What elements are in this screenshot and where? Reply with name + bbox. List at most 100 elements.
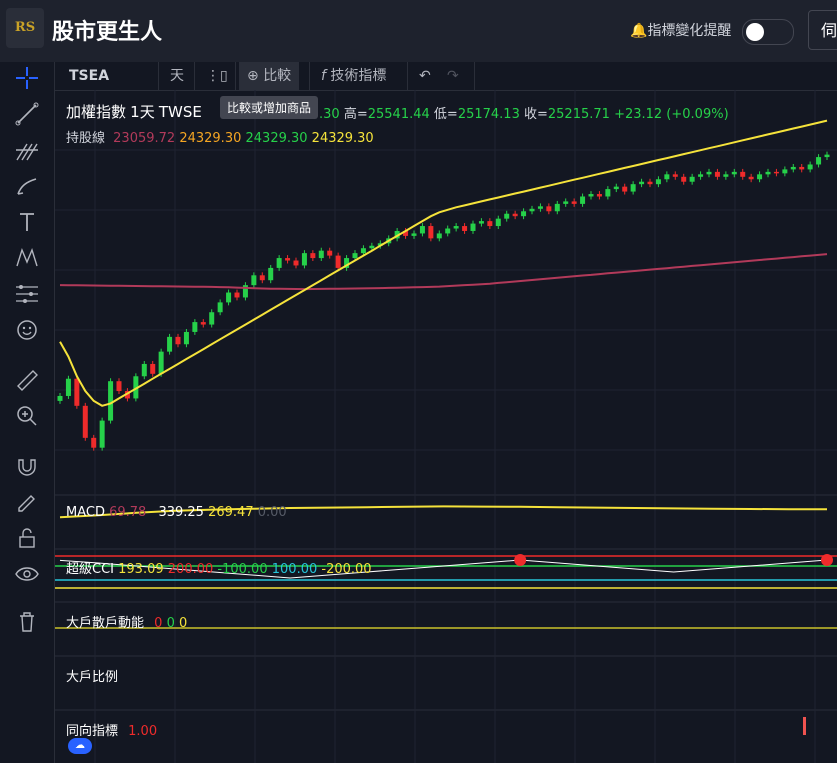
candle-body xyxy=(672,174,678,177)
candle-body xyxy=(259,275,265,281)
forecast-icon[interactable] xyxy=(13,280,41,308)
toolbar-divider xyxy=(407,62,408,90)
pattern-icon[interactable] xyxy=(13,244,41,272)
candle-body xyxy=(251,275,257,286)
candle-body xyxy=(335,255,341,268)
undo-icon[interactable]: ↶ xyxy=(419,68,431,84)
candle-body xyxy=(200,322,206,325)
indicator-alert-label[interactable]: 🔔指標變化提醒 xyxy=(630,23,732,39)
ma-value-2: 24329.30 xyxy=(245,131,308,146)
brush-icon[interactable] xyxy=(13,172,41,200)
same-direction-bar xyxy=(803,717,806,735)
legend-exchange: TWSE xyxy=(158,103,202,121)
cci-signal-dot xyxy=(821,554,833,566)
candle-body xyxy=(580,196,586,204)
candle-body xyxy=(242,285,248,298)
candle-body xyxy=(268,267,274,281)
text-icon[interactable] xyxy=(13,208,41,236)
redo-icon[interactable]: ↷ xyxy=(447,68,459,84)
candle-body xyxy=(664,174,670,180)
corner-button[interactable]: 伺 xyxy=(808,10,837,50)
main-legend: 加權指數 1天 TWSE xyxy=(66,101,202,122)
crosshair-icon[interactable] xyxy=(13,64,41,92)
candle-body xyxy=(799,166,805,170)
dahu-legend: 大戶散戶動能 0 0 0 xyxy=(66,616,188,631)
candle-body xyxy=(807,164,813,170)
indicators-button[interactable]: f 技術指標 xyxy=(321,68,387,84)
drawing-sidebar xyxy=(0,62,55,763)
candle-body xyxy=(167,336,173,352)
same-direction-legend: 同向指標 1.00 xyxy=(66,724,158,739)
candle-body xyxy=(731,171,737,175)
lock-drawing-icon[interactable] xyxy=(13,488,41,516)
candle-body xyxy=(82,405,88,438)
toggle-knob xyxy=(746,23,764,41)
toolbar-divider xyxy=(158,62,159,90)
symbol-name: 加權指數 xyxy=(66,103,127,121)
zoom-in-icon[interactable] xyxy=(13,402,41,430)
symbol-search[interactable]: TSEA xyxy=(69,68,110,84)
magnet-icon[interactable] xyxy=(13,452,41,480)
candle-body xyxy=(765,171,771,175)
candle-body xyxy=(655,179,661,185)
candle-body xyxy=(74,378,80,406)
candle-body xyxy=(301,253,307,266)
candle-body xyxy=(537,206,543,209)
compare-button[interactable]: ⊕ 比較 xyxy=(239,62,300,90)
candle-body xyxy=(150,363,156,374)
candle-body xyxy=(428,226,434,239)
ratio-legend: 大戶比例 xyxy=(66,670,119,685)
eye-icon[interactable] xyxy=(13,560,41,588)
candle-body xyxy=(782,169,788,174)
candle-body xyxy=(344,258,350,268)
candle-body xyxy=(588,194,594,197)
ruler-icon[interactable] xyxy=(13,366,41,394)
candle-body xyxy=(622,186,628,192)
bell-icon: 🔔 xyxy=(630,23,648,39)
candle-body xyxy=(183,331,189,345)
candle-body xyxy=(596,194,602,197)
candle-body xyxy=(310,253,316,259)
cci-signal-dot xyxy=(514,554,527,566)
candle-body xyxy=(276,258,282,268)
compare-tooltip: 比較或增加商品 xyxy=(220,96,319,119)
candle-body xyxy=(57,395,63,401)
ohlc-legend: .30 高=25541.44 低=25174.13 收=25215.71 +23… xyxy=(319,107,729,122)
candle-body xyxy=(352,253,358,259)
cloud-icon[interactable]: ☁ xyxy=(68,738,92,754)
candle-body xyxy=(639,181,645,185)
app-header: RS 股市更生人 🔔指標變化提醒 伺 xyxy=(0,0,837,63)
emoji-icon[interactable] xyxy=(13,316,41,344)
app-logo: RS xyxy=(6,8,44,48)
candle-body xyxy=(462,226,468,231)
candle-body xyxy=(65,378,71,396)
trash-icon[interactable] xyxy=(13,608,41,636)
candle-body xyxy=(403,230,409,236)
candle-body xyxy=(108,381,114,421)
cci-legend: 超級CCI 193.09 200.00 -100.00 100.00 -200.… xyxy=(66,562,372,577)
candle-body xyxy=(394,230,400,239)
lock-icon[interactable] xyxy=(13,524,41,552)
candle-body xyxy=(470,223,476,231)
candle-body xyxy=(436,233,442,239)
candle-body xyxy=(318,250,324,259)
price-chart[interactable] xyxy=(55,90,837,763)
candle-type-icon[interactable]: ⋮▯ xyxy=(206,68,228,84)
candle-body xyxy=(681,176,687,182)
cci-line xyxy=(59,559,828,579)
candle-body xyxy=(377,243,383,246)
alert-toggle[interactable] xyxy=(742,19,794,45)
candle-body xyxy=(605,189,611,197)
candle-body xyxy=(99,420,105,448)
toolbar-divider xyxy=(474,62,475,90)
candle-body xyxy=(124,391,130,399)
ma-value-1: 24329.30 xyxy=(179,131,242,146)
trend-line-icon[interactable] xyxy=(13,100,41,128)
toolbar-divider xyxy=(309,62,310,90)
candle-body xyxy=(757,174,763,180)
pitchfork-icon[interactable] xyxy=(13,136,41,164)
candle-body xyxy=(512,213,518,217)
candle-body xyxy=(723,174,729,177)
interval-button[interactable]: 天 xyxy=(170,68,184,84)
candle-body xyxy=(571,201,577,204)
